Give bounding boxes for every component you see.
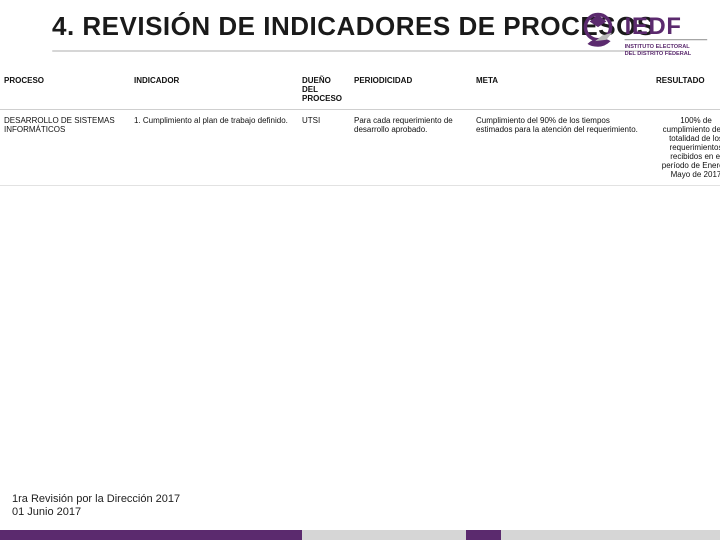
cell-periodicidad: Para cada requerimiento de desarrollo ap… bbox=[350, 109, 472, 185]
footer-line-1: 1ra Revisión por la Dirección 2017 bbox=[12, 493, 180, 507]
col-indicador: INDICADOR bbox=[130, 70, 298, 110]
cell-proceso: DESARROLLO DE SISTEMAS INFORMÁTICOS bbox=[0, 109, 130, 185]
iedf-logo-svg: IEDF INSTITUTO ELECTORAL DEL DISTRITO FE… bbox=[570, 6, 710, 72]
bottom-accent-bar bbox=[0, 530, 720, 540]
svg-text:INSTITUTO ELECTORAL: INSTITUTO ELECTORAL bbox=[625, 44, 691, 50]
indicators-table: PROCESO INDICADOR DUEÑO DEL PROCESO PERI… bbox=[0, 70, 720, 186]
svg-text:IEDF: IEDF bbox=[625, 13, 682, 40]
footer-line-2: 01 Junio 2017 bbox=[12, 506, 180, 520]
cell-meta: Cumplimiento del 90% de los tiempos esti… bbox=[472, 109, 652, 185]
slide: IEDF INSTITUTO ELECTORAL DEL DISTRITO FE… bbox=[0, 0, 720, 540]
col-dueno: DUEÑO DEL PROCESO bbox=[298, 70, 350, 110]
svg-text:DEL DISTRITO FEDERAL: DEL DISTRITO FEDERAL bbox=[625, 51, 692, 57]
cell-dueno: UTSI bbox=[298, 109, 350, 185]
bar-seg-2 bbox=[302, 530, 467, 540]
cell-indicador: 1. Cumplimiento al plan de trabajo defin… bbox=[130, 109, 298, 185]
bar-seg-4 bbox=[501, 530, 720, 540]
iedf-logo: IEDF INSTITUTO ELECTORAL DEL DISTRITO FE… bbox=[570, 6, 710, 72]
bar-seg-3 bbox=[466, 530, 500, 540]
col-periodicidad: PERIODICIDAD bbox=[350, 70, 472, 110]
table-header-row: PROCESO INDICADOR DUEÑO DEL PROCESO PERI… bbox=[0, 70, 720, 110]
col-resultado: RESULTADO bbox=[652, 70, 720, 110]
cell-resultado: 100% de cumplimiento de la totalidad de … bbox=[652, 109, 720, 185]
col-proceso: PROCESO bbox=[0, 70, 130, 110]
col-meta: META bbox=[472, 70, 652, 110]
footer: 1ra Revisión por la Dirección 2017 01 Ju… bbox=[12, 493, 180, 521]
bar-seg-1 bbox=[0, 530, 302, 540]
table-row: DESARROLLO DE SISTEMAS INFORMÁTICOS 1. C… bbox=[0, 109, 720, 185]
